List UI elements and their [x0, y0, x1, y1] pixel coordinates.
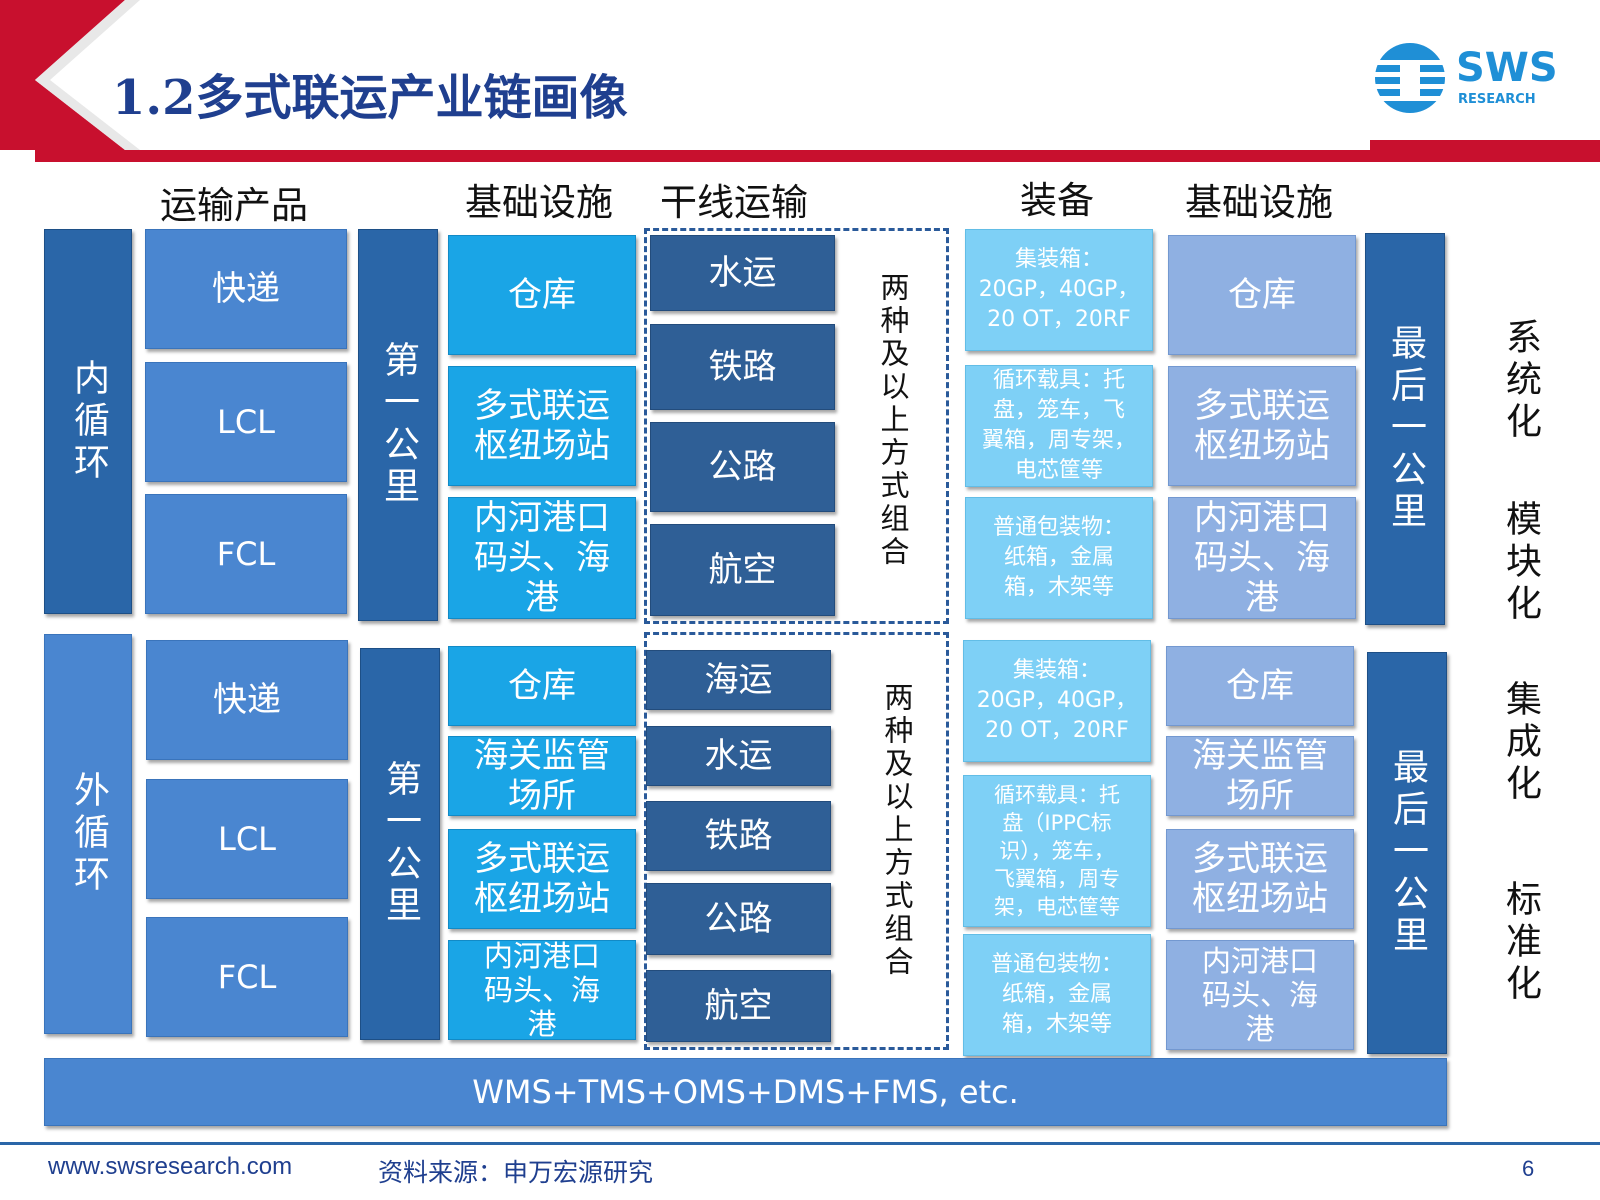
outer-product-fcl: FCL	[146, 917, 348, 1037]
inner-infra-warehouse: 仓库	[448, 235, 636, 355]
inner-loop-label: 内循环	[44, 229, 132, 614]
sws-logo: SWS RESEARCH	[1372, 40, 1572, 120]
outer-equip-reusable: 循环载具：托 盘（IPPC标 识），笼车， 飞翼箱，周专 架，电芯筐等	[963, 775, 1151, 927]
label-standardization: 标准化	[1500, 880, 1541, 1006]
inner-infra2-port: 内河港口 码头、海 港	[1168, 497, 1356, 619]
inner-first-mile: 第一公里	[358, 229, 438, 621]
page-number: 6	[1522, 1156, 1535, 1181]
outer-infra-customs: 海关监管 场所	[448, 736, 636, 816]
inner-trunk-rail: 铁路	[650, 324, 835, 410]
outer-combo-note: 两种及以上方式组合	[880, 682, 914, 979]
outer-infra-warehouse: 仓库	[448, 646, 636, 726]
outer-equip-packaging: 普通包装物： 纸箱，金属 箱，木架等	[963, 934, 1151, 1056]
inner-trunk-water: 水运	[650, 235, 835, 311]
header-infrastructure-1: 基础设施	[465, 181, 613, 224]
inner-infra2-hub: 多式联运 枢纽场站	[1168, 366, 1356, 486]
outer-product-express: 快递	[146, 640, 348, 760]
outer-product-lcl: LCL	[146, 779, 348, 899]
outer-trunk-air: 航空	[646, 970, 831, 1042]
globe-icon	[1375, 43, 1445, 113]
outer-equip-container: 集装箱： 20GP，40GP， 20 OT，20RF	[963, 640, 1151, 762]
systems-bar: WMS+TMS+OMS+DMS+FMS, etc.	[44, 1058, 1447, 1126]
footer-source: 资料来源：申万宏源研究	[378, 1158, 654, 1187]
header-infrastructure-2: 基础设施	[1185, 181, 1333, 224]
inner-product-lcl: LCL	[145, 362, 347, 482]
inner-infra2-warehouse: 仓库	[1168, 235, 1356, 355]
outer-loop-label: 外循环	[44, 634, 132, 1034]
inner-infra-hub: 多式联运 枢纽场站	[448, 366, 636, 486]
label-systematization: 系统化	[1500, 318, 1541, 444]
inner-product-fcl: FCL	[145, 494, 347, 614]
footer-rule	[0, 1142, 1600, 1145]
outer-infra2-warehouse: 仓库	[1166, 646, 1354, 726]
inner-trunk-dashed-frame	[644, 228, 949, 624]
outer-infra-hub: 多式联运 枢纽场站	[448, 829, 636, 929]
label-integration: 集成化	[1500, 680, 1541, 806]
outer-trunk-rail: 铁路	[646, 801, 831, 871]
header-transport-products: 运输产品	[160, 184, 308, 227]
inner-equip-reusable: 循环载具：托 盘，笼车，飞 翼箱，周专架， 电芯筐等	[965, 365, 1153, 487]
footer-website[interactable]: www.swsresearch.com	[48, 1153, 293, 1180]
outer-trunk-road: 公路	[646, 883, 831, 955]
outer-trunk-dashed-frame	[644, 632, 949, 1050]
inner-trunk-air: 航空	[650, 524, 835, 616]
outer-infra2-customs: 海关监管 场所	[1166, 736, 1354, 816]
inner-product-express: 快递	[145, 229, 347, 349]
label-modularization: 模块化	[1500, 500, 1541, 626]
outer-trunk-sea: 海运	[646, 650, 831, 710]
inner-combo-note: 两种及以上方式组合	[876, 272, 910, 569]
inner-infra-port: 内河港口 码头、海 港	[448, 497, 636, 619]
outer-infra2-hub: 多式联运 枢纽场站	[1166, 829, 1354, 929]
header-trunk-transport: 干线运输	[660, 181, 808, 224]
header-equipment: 装备	[1020, 179, 1094, 222]
outer-infra-port: 内河港口 码头、海 港	[448, 939, 636, 1041]
page-title: 1.2多式联运产业链画像	[112, 70, 628, 126]
inner-equip-container: 集装箱： 20GP，40GP， 20 OT，20RF	[965, 229, 1153, 351]
outer-last-mile: 最后一公里	[1367, 652, 1447, 1054]
inner-last-mile: 最后一公里	[1365, 233, 1445, 625]
outer-infra2-port: 内河港口 码头、海 港	[1166, 940, 1354, 1050]
inner-trunk-road: 公路	[650, 422, 835, 512]
inner-equip-packaging: 普通包装物： 纸箱，金属 箱，木架等	[965, 497, 1153, 619]
header-decoration	[0, 0, 1600, 162]
logo-text: SWS	[1456, 45, 1558, 91]
outer-first-mile: 第一公里	[360, 648, 440, 1040]
logo-subtext: RESEARCH	[1458, 92, 1536, 107]
outer-trunk-water: 水运	[646, 726, 831, 786]
